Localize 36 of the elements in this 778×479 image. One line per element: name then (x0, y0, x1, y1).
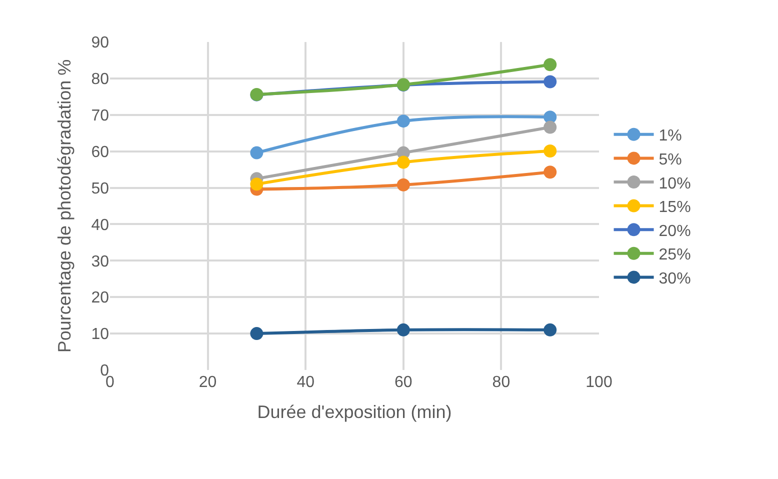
point (544, 166, 557, 179)
y-tick-label: 60 (91, 144, 110, 161)
legend-label: 1% (658, 128, 682, 145)
y-tick-label: 10 (91, 326, 110, 344)
point (544, 323, 557, 336)
y-tick-label: 80 (91, 71, 110, 88)
x-tick-label: 40 (296, 374, 315, 391)
legend-label: 20% (658, 222, 691, 240)
point (396, 156, 410, 169)
y-tick-label: 20 (91, 290, 110, 307)
point (396, 178, 410, 192)
point (544, 58, 557, 72)
x-tick-label: 20 (198, 374, 217, 391)
y-axis-title: Pourcentage de photodégradation % (54, 59, 74, 353)
legend-label: 25% (658, 246, 691, 264)
point (544, 120, 557, 134)
point (250, 327, 264, 340)
point (250, 146, 264, 160)
legend-label: 10% (658, 175, 691, 192)
point (250, 178, 264, 191)
y-tick-label: 40 (91, 216, 110, 234)
point (396, 114, 410, 128)
x-tick-label: 100 (586, 374, 612, 391)
x-tick-label: 80 (492, 374, 510, 391)
y-tick-label: 70 (91, 107, 110, 124)
point (544, 144, 557, 158)
x-tick-label: 60 (394, 374, 412, 391)
point (544, 75, 557, 88)
point (396, 323, 410, 336)
x-axis-title: Durée d'exposition (min) (257, 402, 452, 422)
legend-label: 15% (658, 199, 691, 216)
y-tick-label: 30 (91, 253, 110, 270)
legend-label: 30% (658, 270, 691, 288)
y-tick-label: 50 (91, 180, 110, 198)
y-tick-label: 90 (91, 34, 110, 52)
legend-label: 5% (658, 151, 682, 168)
